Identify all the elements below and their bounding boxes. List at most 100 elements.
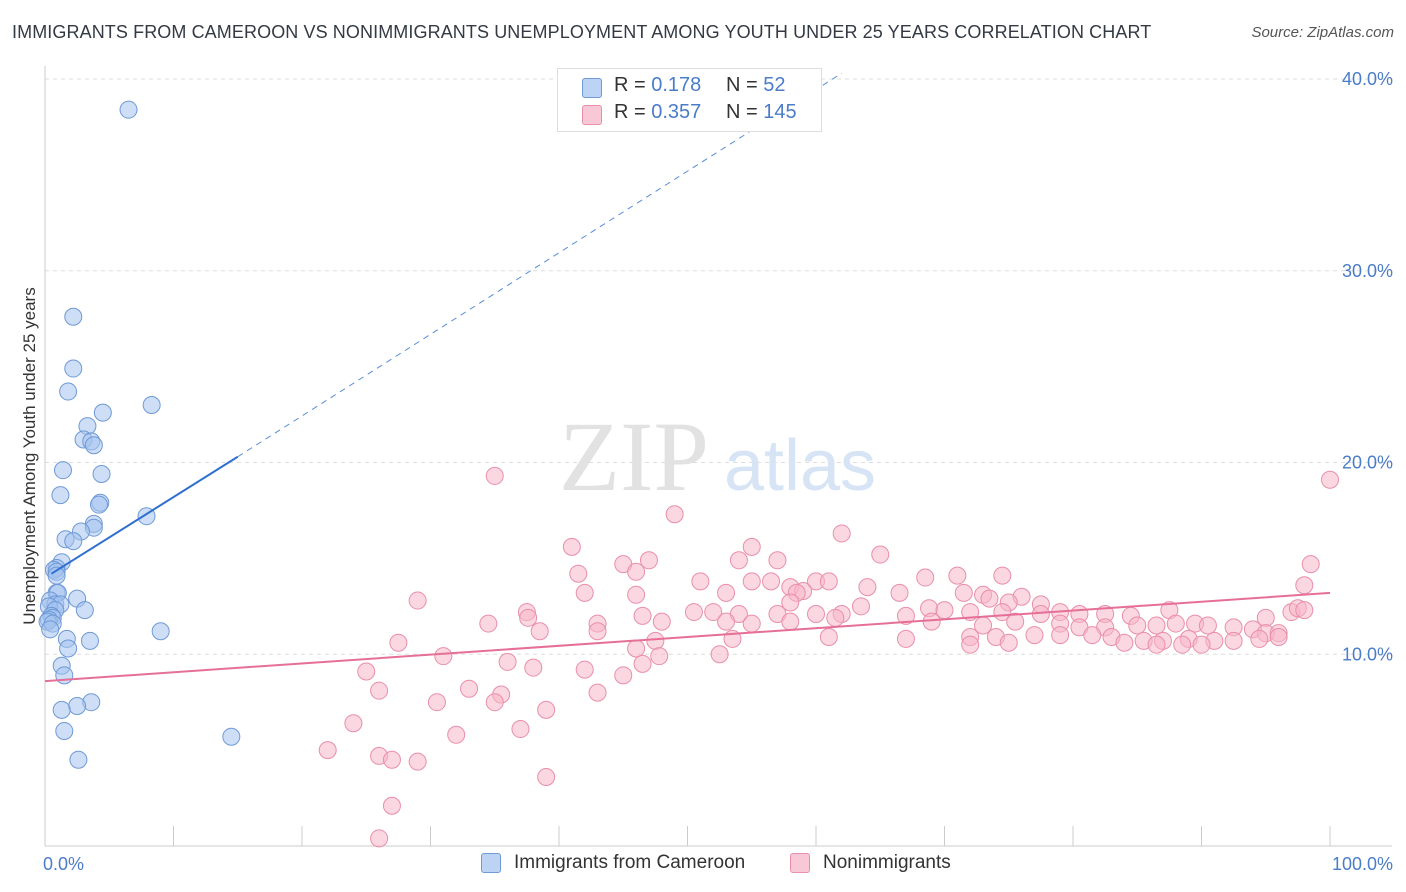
cameroon-point (52, 700, 71, 719)
nonimmigrant-point (498, 652, 517, 671)
nonimmigrant-point (537, 700, 556, 719)
nonimmigrant-point (408, 752, 427, 771)
nonimmigrant-point (832, 524, 851, 543)
nonimmigrant-point (851, 597, 870, 616)
legend-label-cameroon: Immigrants from Cameroon (514, 852, 746, 873)
r-label: R = (614, 101, 652, 123)
nonimmigrant-point (717, 612, 736, 631)
nonimmigrant-point (652, 612, 671, 631)
nonimmigrant-point (1115, 633, 1134, 652)
nonimmigrants-legend-swatch (790, 853, 810, 873)
nonimmigrant-point (524, 658, 543, 677)
n-label: N = (726, 101, 764, 123)
nonimmigrant-point (627, 562, 646, 581)
legend-item-nonimmigrants[interactable]: Nonimmigrants (790, 852, 951, 874)
nonimmigrant-point (537, 767, 556, 786)
cameroon-point (53, 461, 72, 480)
nonimmigrant-point (633, 606, 652, 625)
nonimmigrant-point (479, 614, 498, 633)
nonimmigrant-point (485, 693, 504, 712)
nonimmigrant-point (762, 572, 781, 591)
nonimmigrant-point (370, 681, 389, 700)
nonimmigrant-point (1269, 627, 1288, 646)
cameroon-point (41, 620, 60, 639)
series-legend: Immigrants from Cameroon Nonimmigrants (0, 852, 1406, 878)
axes (44, 66, 1392, 847)
nonimmigrant-point (1173, 635, 1192, 654)
r-value: 0.357 (651, 101, 702, 123)
nonimmigrant-point (370, 829, 389, 848)
nonimmigrant-point (890, 583, 909, 602)
x-tick-label-min: 0.0% (43, 854, 84, 874)
stats-legend: R = 0.178 N = 52 R = 0.357 N = 145 (557, 68, 822, 132)
nonimmigrant-point (665, 505, 684, 524)
nonimmigrant-point (896, 629, 915, 648)
n-label: N = (726, 74, 764, 96)
nonimmigrant-point (639, 551, 658, 570)
cameroon-trend-extension (237, 72, 842, 458)
nonimmigrant-point (344, 714, 363, 733)
nonimmigrant-point (742, 537, 761, 556)
y-tick-label: 30.0% (1342, 261, 1393, 281)
r-value: 0.178 (651, 74, 702, 96)
nonimmigrant-point (717, 583, 736, 602)
cameroon-point (69, 750, 88, 769)
nonimmigrant-point (588, 683, 607, 702)
cameroon-point (59, 382, 78, 401)
y-axis-label: Unemployment Among Youth under 25 years (20, 287, 39, 625)
n-value: 52 (763, 74, 786, 96)
nonimmigrant-point (1147, 616, 1166, 635)
nonimmigrant-point (588, 622, 607, 641)
watermark: ZIP atlas (559, 401, 876, 512)
trend-lines (44, 72, 1331, 683)
nonimmigrants-swatch (582, 105, 602, 125)
n-value: 145 (763, 101, 797, 123)
cameroon-point (51, 486, 70, 505)
nonimmigrant-point (408, 591, 427, 610)
cameroon-point (64, 307, 83, 326)
cameroon-point (119, 100, 138, 119)
nonimmigrant-point (922, 612, 941, 631)
nonimmigrant-point (999, 633, 1018, 652)
nonimmigrant-point (871, 545, 890, 564)
y-tick-label: 10.0% (1342, 644, 1393, 664)
nonimmigrant-point (318, 741, 337, 760)
nonimmigrant-point (519, 608, 538, 627)
cameroon-point (222, 727, 241, 746)
nonimmigrant-point (1250, 629, 1269, 648)
nonimmigrant-point (1025, 626, 1044, 645)
nonimmigrant-point (691, 572, 710, 591)
nonimmigrant-point (357, 662, 376, 681)
cameroon-point (93, 403, 112, 422)
cameroon-point (64, 359, 83, 378)
nonimmigrant-point (511, 720, 530, 739)
cameroon-point (55, 666, 74, 685)
nonimmigrant-point (646, 631, 665, 650)
nonimmigrant-point (1295, 576, 1314, 595)
nonimmigrant-point (826, 608, 845, 627)
cameroon-point (142, 395, 161, 414)
watermark-zip: ZIP (559, 401, 709, 512)
nonimmigrant-point (562, 537, 581, 556)
cameroon-point (80, 631, 99, 650)
nonimmigrant-point (575, 583, 594, 602)
x-tick-label-max: 100.0% (1332, 854, 1393, 874)
nonimmigrant-point (382, 750, 401, 769)
nonimmigrant-point (485, 466, 504, 485)
nonimmigrant-point (627, 585, 646, 604)
legend-label-nonimmigrants: Nonimmigrants (823, 852, 951, 873)
watermark-atlas: atlas (724, 426, 876, 506)
nonimmigrant-point (382, 796, 401, 815)
nonimmigrant-point (1051, 626, 1070, 645)
nonimmigrant-point (916, 568, 935, 587)
nonimmigrant-point (627, 639, 646, 658)
legend-item-cameroon[interactable]: Immigrants from Cameroon (481, 852, 745, 874)
nonimmigrant-point (1301, 555, 1320, 574)
nonimmigrant-point (1006, 612, 1025, 631)
nonimmigrant-point (742, 572, 761, 591)
nonimmigrant-point (710, 645, 729, 664)
r-label: R = (614, 74, 652, 96)
nonimmigrant-point (1321, 470, 1339, 489)
cameroon-point (68, 697, 87, 716)
